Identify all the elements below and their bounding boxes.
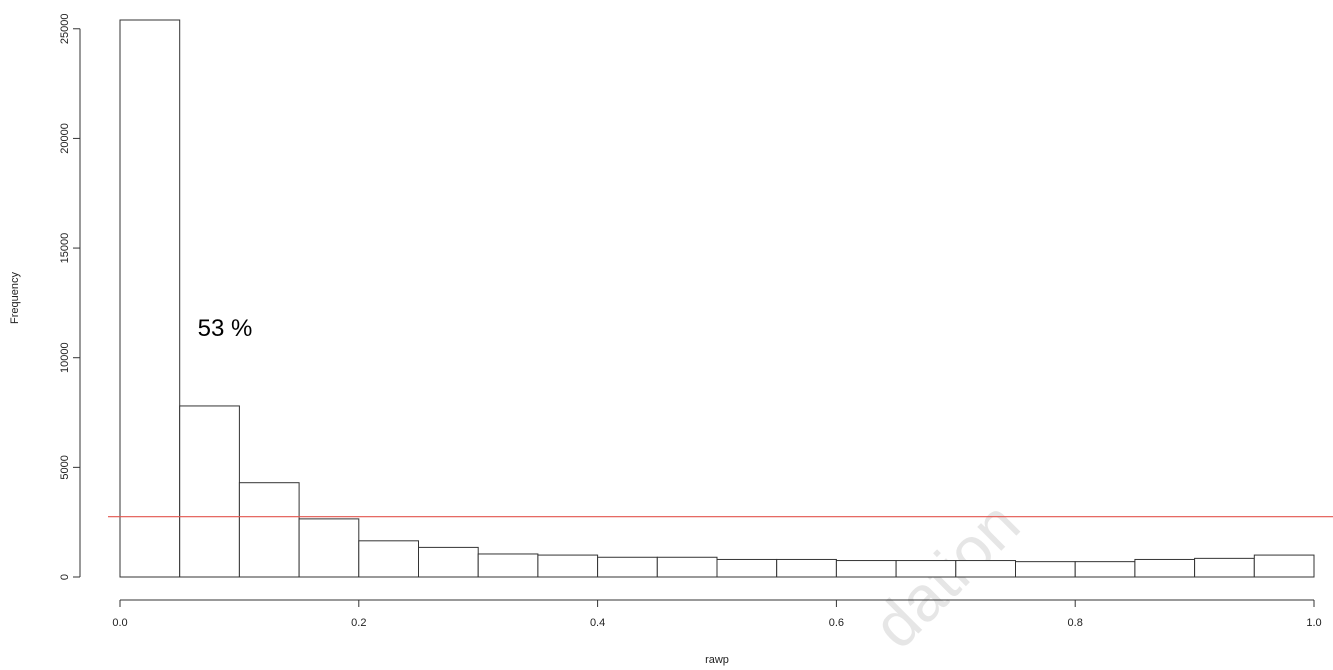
y-tick-label: 5000 [59, 455, 71, 479]
x-tick-label: 1.0 [1306, 617, 1321, 629]
x-tick-label: 0.2 [351, 617, 366, 629]
y-tick-label: 0 [59, 574, 71, 580]
histogram-bar-8 [537, 554, 599, 578]
histogram-bar-13 [835, 560, 897, 578]
histogram-bar-11 [716, 558, 778, 578]
annotation-53-percent: 53 % [198, 315, 253, 342]
histogram-bar-3 [238, 482, 300, 578]
histogram-bar-10 [656, 556, 718, 578]
histogram-bar-6 [418, 546, 479, 578]
histogram-bar-12 [776, 558, 837, 578]
histogram-bar-14 [895, 560, 957, 578]
y-axis-label: Frequency [9, 272, 21, 324]
histogram-bar-4 [298, 518, 360, 578]
histogram-bar-1 [119, 19, 181, 578]
histogram-bar-16 [1015, 561, 1076, 578]
x-tick-label: 0.8 [1068, 617, 1083, 629]
bars-group [119, 19, 1315, 578]
y-axis: 0 5000 10000 15000 20000 25000 [59, 13, 81, 580]
x-axis-label: rawp [705, 654, 729, 666]
histogram-bar-19 [1194, 557, 1255, 578]
y-tick-label: 10000 [59, 342, 71, 373]
y-tick-label: 15000 [59, 233, 71, 264]
histogram-bar-20 [1253, 554, 1315, 578]
y-tick-label: 20000 [59, 123, 71, 154]
x-axis: 0.0 0.2 0.4 0.6 0.8 1.0 [112, 599, 1322, 629]
x-tick-label: 0.0 [112, 617, 127, 629]
histogram-bar-7 [477, 553, 539, 578]
y-tick-label: 25000 [59, 13, 71, 44]
histogram-bar-18 [1134, 558, 1196, 578]
histogram-bar-15 [955, 560, 1016, 578]
x-tick-label: 0.4 [590, 617, 605, 629]
histogram-bar-2 [179, 405, 240, 578]
histogram-bar-9 [597, 556, 658, 578]
histogram-bar-5 [358, 540, 419, 578]
histogram-bar-17 [1074, 561, 1136, 578]
x-tick-label: 0.6 [829, 617, 844, 629]
